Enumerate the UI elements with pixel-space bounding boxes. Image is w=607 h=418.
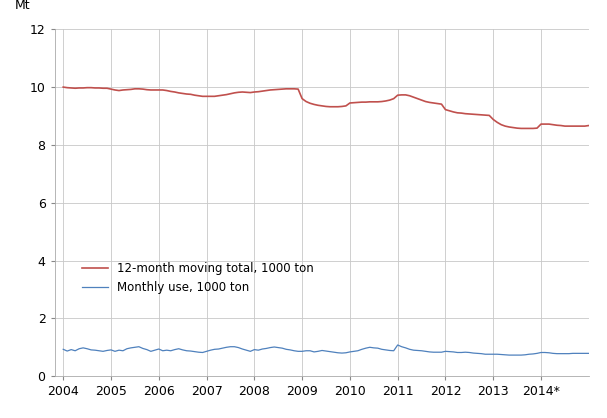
12-month moving total, 1000 ton	[151, 87, 158, 92]
12-month moving total, 1000 ton	[211, 94, 218, 99]
Line: Monthly use, 1000 ton: Monthly use, 1000 ton	[63, 345, 607, 356]
Monthly use, 1000 ton	[394, 342, 401, 347]
Line: 12-month moving total, 1000 ton: 12-month moving total, 1000 ton	[63, 87, 607, 129]
Text: Mt: Mt	[15, 0, 30, 12]
Monthly use, 1000 ton	[59, 347, 67, 352]
12-month moving total, 1000 ton	[80, 85, 87, 90]
12-month moving total, 1000 ton	[59, 84, 67, 89]
Monthly use, 1000 ton	[454, 350, 461, 355]
Monthly use, 1000 ton	[80, 345, 87, 350]
12-month moving total, 1000 ton	[450, 110, 457, 115]
12-month moving total, 1000 ton	[462, 111, 469, 116]
Monthly use, 1000 ton	[151, 348, 158, 353]
12-month moving total, 1000 ton	[266, 87, 274, 92]
Monthly use, 1000 ton	[266, 345, 274, 350]
Monthly use, 1000 ton	[466, 350, 473, 355]
Legend: 12-month moving total, 1000 ton, Monthly use, 1000 ton: 12-month moving total, 1000 ton, Monthly…	[82, 262, 314, 294]
Monthly use, 1000 ton	[211, 347, 218, 352]
